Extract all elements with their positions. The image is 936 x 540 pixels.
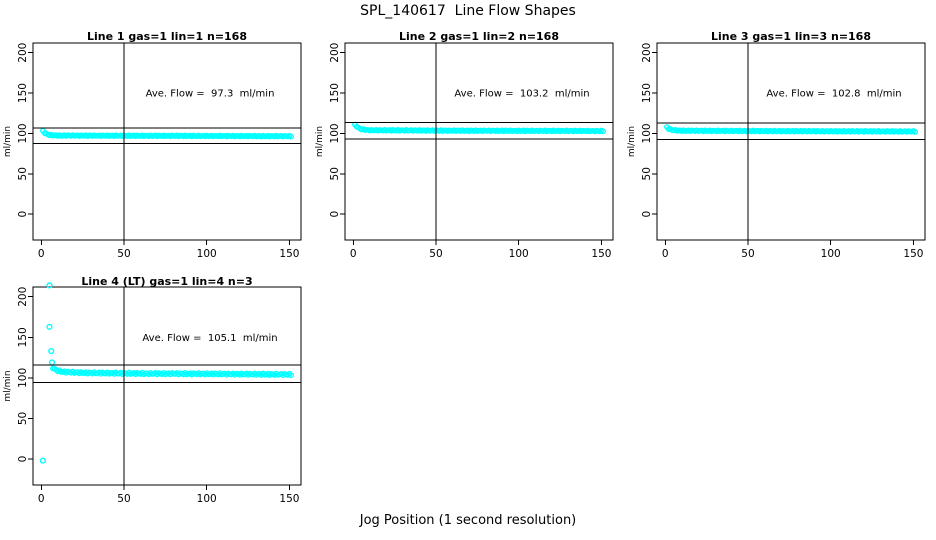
plot-svg: Line 4 (LT) gas=1 lin=4 n=3 0 50 100 150 0 50 1… [3,275,302,505]
x-tick-label: 100 [509,248,529,260]
x-tick-label: 150 [591,248,611,260]
y-tick-label: 200 [641,43,653,63]
data-points [39,282,294,464]
ave-flow-label: Ave. Flow = 102.8 ml/min [766,89,901,100]
x-axis-label: Jog Position (1 second resolution) [359,513,577,528]
y-tick-label: 0 [641,211,653,218]
y-tick-label: 50 [17,167,29,180]
x-tick-label: 100 [821,248,841,260]
y-tick-label: 100 [17,368,29,388]
x-tick-label: 150 [903,248,923,260]
y-tick-label: 200 [17,43,29,63]
plot-svg: Line 2 gas=1 lin=2 n=168 0 50 100 150 0 50 100 1… [315,30,614,260]
x-tick-label: 150 [279,248,299,260]
y-tick-label: 0 [17,456,29,463]
plot-svg: Line 1 gas=1 lin=1 n=168 0 50 100 150 0 50 100 1… [3,30,302,260]
figure-title: SPL_140617 Line Flow Shapes [360,3,576,19]
data-point [288,133,294,140]
x-tick-label: 50 [117,248,130,260]
data-point [46,323,53,330]
chart-panel: Line 1 gas=1 lin=1 n=168 0 50 100 150 0 50 100 1… [0,20,312,270]
data-points [664,124,918,135]
y-axis-unit-label: ml/min [3,370,13,401]
y-axis-unit-label: ml/min [627,126,637,157]
y-tick-label: 150 [17,83,29,103]
y-axis-unit-label: ml/min [3,126,13,157]
x-tick-label: 150 [279,493,299,505]
ave-flow-label: Ave. Flow = 103.2 ml/min [454,89,589,100]
x-tick-label: 0 [662,248,669,260]
x-tick-label: 100 [197,248,217,260]
data-point [288,372,294,379]
plot-box [32,286,302,486]
panel-title: Line 1 gas=1 lin=1 n=168 [87,30,247,43]
y-tick-label: 100 [641,123,653,143]
x-tick-label: 0 [38,248,45,260]
data-point [46,282,53,289]
y-axis-unit-label: ml/min [315,126,325,157]
y-tick-label: 150 [329,83,341,103]
chart-panel: Line 4 (LT) gas=1 lin=4 n=3 0 50 100 150 0 50 1… [0,270,312,520]
chart-panel: Line 2 gas=1 lin=2 n=168 0 50 100 150 0 50 100 1… [312,20,624,270]
y-tick-label: 100 [329,123,341,143]
data-point [48,359,56,366]
data-points [40,127,294,140]
plot-svg: Line 3 gas=1 lin=3 n=168 0 50 100 150 0 50 100 1… [627,30,926,260]
x-tick-label: 50 [741,248,754,260]
y-tick-label: 200 [17,287,29,307]
x-tick-label: 50 [429,248,442,260]
data-point [48,347,55,355]
y-tick-label: 50 [17,412,29,425]
panel-title: Line 2 gas=1 lin=2 n=168 [399,30,559,43]
chart-panel: Line 3 gas=1 lin=3 n=168 0 50 100 150 0 50 100 1… [624,20,936,270]
y-tick-label: 50 [329,167,341,180]
data-point [912,129,918,135]
panel-title: Line 3 gas=1 lin=3 n=168 [711,30,871,43]
plot-box [656,42,926,241]
x-tick-label: 50 [117,493,130,505]
y-tick-label: 150 [17,327,29,347]
plot-box [344,42,614,241]
y-tick-label: 150 [641,83,653,103]
panel-title: Line 4 (LT) gas=1 lin=4 n=3 [81,275,252,288]
x-tick-label: 0 [38,493,45,505]
y-tick-label: 0 [17,211,29,218]
plot-box [32,42,302,241]
data-points [352,121,606,135]
y-tick-label: 50 [641,167,653,180]
x-tick-label: 0 [350,248,357,260]
data-point [39,457,47,464]
ave-flow-label: Ave. Flow = 97.3 ml/min [146,89,275,100]
x-tick-label: 100 [197,493,217,505]
ave-flow-label: Ave. Flow = 105.1 ml/min [142,333,277,344]
y-tick-label: 100 [17,123,29,143]
y-tick-label: 0 [329,211,341,218]
data-point [600,128,606,135]
y-tick-label: 200 [329,43,341,63]
